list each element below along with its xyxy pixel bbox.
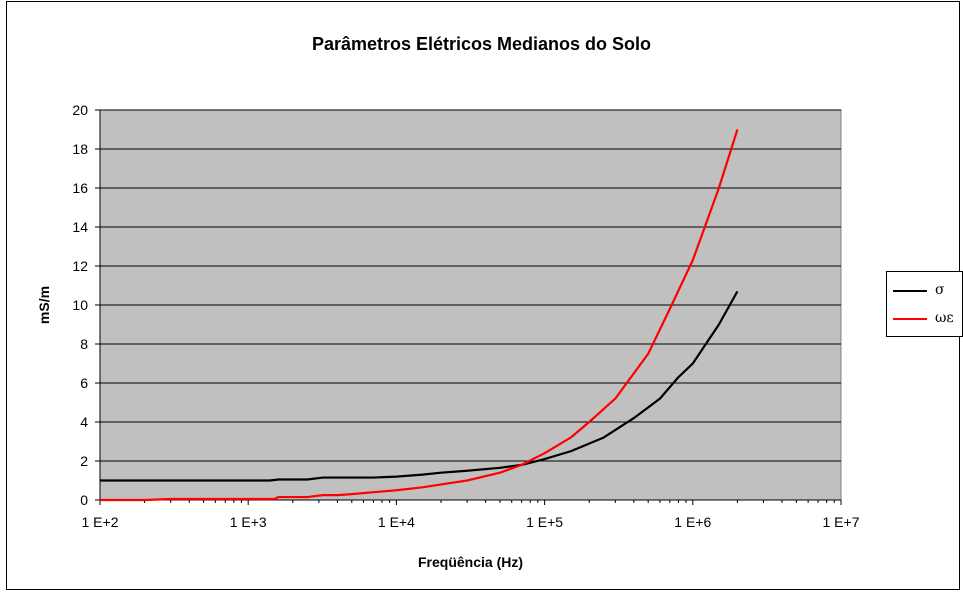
y-tick-label: 20: [72, 102, 88, 118]
legend-item-sigma: σ: [893, 281, 963, 301]
legend-swatch-omega-epsilon: [893, 318, 927, 320]
x-tick-label: 1 E+4: [378, 514, 415, 530]
y-tick-label: 18: [72, 141, 88, 157]
x-tick-label: 1 E+3: [230, 514, 267, 530]
y-tick-label: 6: [80, 375, 88, 391]
tick-labels: 0 2 4 6 8 10 12 14 16 18 20 1 E+2 1 E+3 1 E+4 1 E+5 1 E…: [72, 102, 859, 530]
x-tick-label: 1 E+5: [526, 514, 563, 530]
legend: σ ωε: [886, 271, 963, 337]
x-axis-label: Freqüência (Hz): [417, 554, 523, 570]
legend-label-omega-epsilon: ωε: [935, 310, 954, 326]
y-tick-label: 8: [80, 336, 88, 352]
legend-label-sigma: σ: [935, 282, 945, 298]
y-tick-label: 12: [72, 258, 88, 274]
x-tick-label: 1 E+6: [674, 514, 711, 530]
y-tick-label: 4: [80, 414, 88, 430]
series-layer: [100, 129, 739, 502]
legend-item-omega-epsilon: ωε: [893, 309, 963, 329]
legend-swatch-sigma: [893, 290, 927, 292]
y-tick-label: 0: [80, 492, 88, 508]
chart-title: Parâmetros Elétricos Medianos do Solo: [311, 34, 652, 54]
x-tick-label: 1 E+7: [823, 514, 860, 530]
series-line-omega-epsilon: [100, 129, 739, 502]
y-tick-label: 16: [72, 180, 88, 196]
y-tick-label: 2: [80, 453, 88, 469]
y-tick-label: 10: [72, 297, 88, 313]
x-tick-label: 1 E+2: [82, 514, 119, 530]
gridlines: [100, 109, 841, 462]
y-tick-label: 14: [72, 219, 88, 235]
series-line-sigma: [100, 290, 739, 482]
